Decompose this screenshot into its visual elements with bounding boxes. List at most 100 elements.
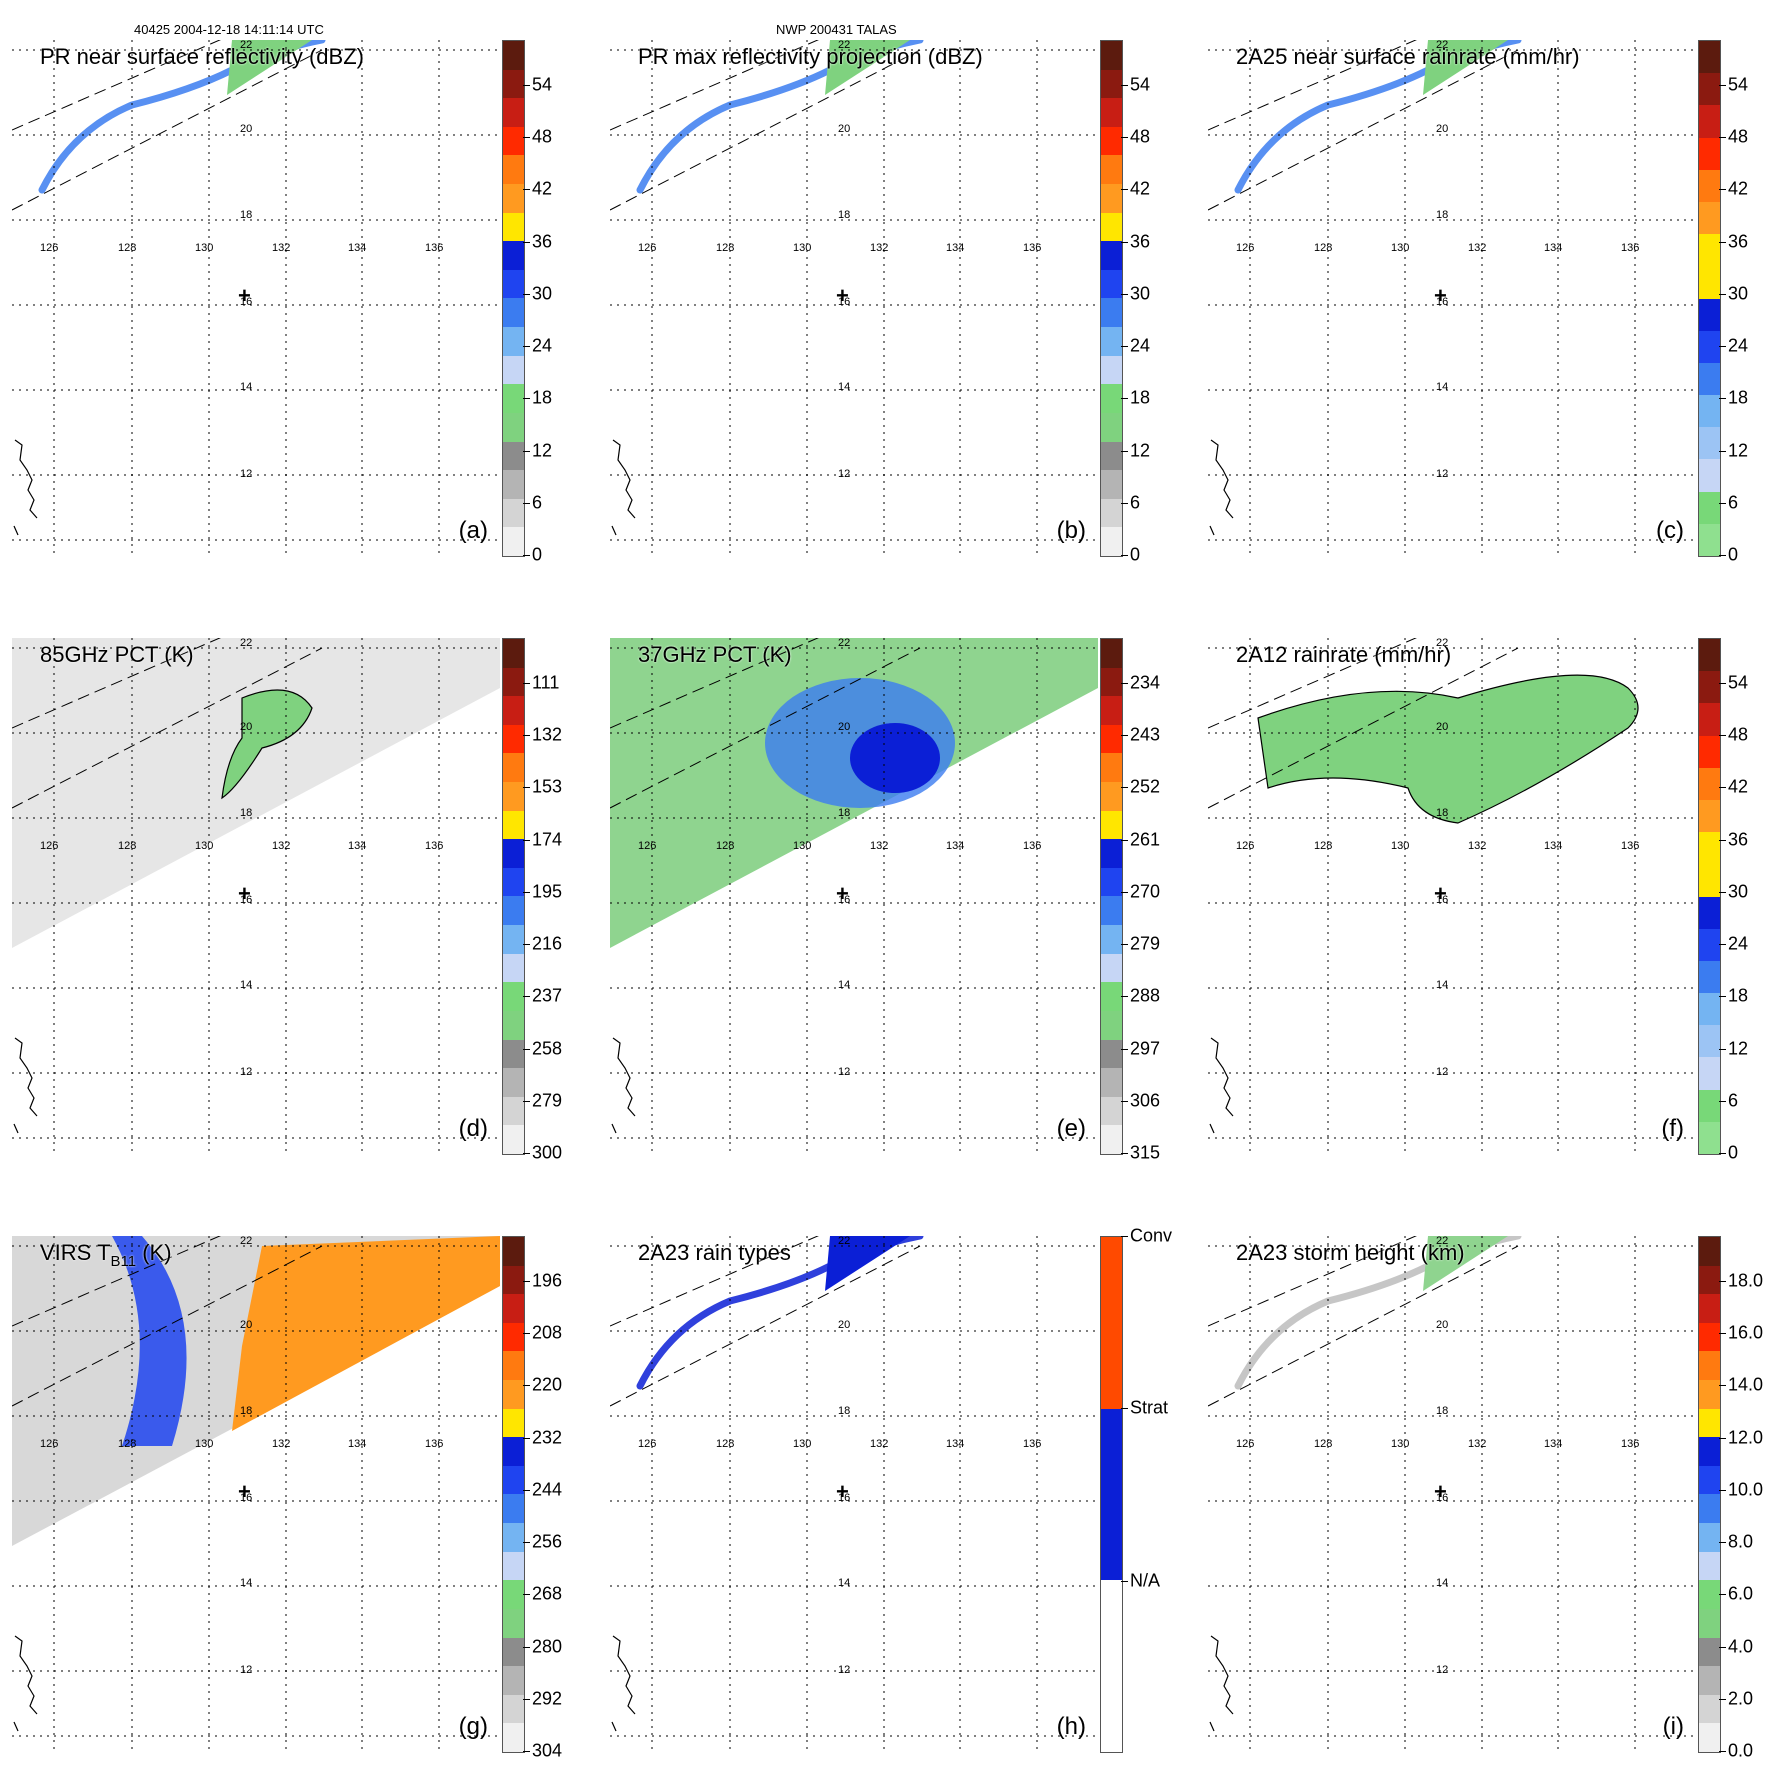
longitude-label: 132	[1468, 1438, 1487, 1450]
map-canvas	[610, 638, 1098, 1153]
latitude-label: 12	[838, 468, 851, 480]
colorbar-tick-mark	[1719, 293, 1726, 295]
colorbar-tick-mark	[1121, 398, 1128, 400]
colorbar-tick-mark	[1719, 1594, 1726, 1596]
colorbar-segment	[1699, 1494, 1720, 1524]
colorbar-tick-label: 280	[532, 1636, 563, 1657]
colorbar-tick-label: 220	[532, 1374, 563, 1395]
colorbar-tick-label: 261	[1130, 829, 1161, 850]
latitude-label: 18	[838, 807, 851, 819]
colorbar-segment	[1699, 896, 1720, 929]
colorbar-tick-mark	[523, 944, 530, 946]
colorbar-tick-label: 18	[1130, 387, 1151, 408]
colorbar-tick-label: 297	[1130, 1038, 1161, 1059]
storm-center-marker: +	[836, 881, 849, 906]
coastline	[611, 1635, 636, 1732]
colorbar-tick-mark	[1719, 1698, 1726, 1700]
map-area: 126 128 130 132 134 136 22 20 18 16 14 12 +2A23 rain…	[610, 1236, 1098, 1751]
swath-edge-line	[610, 647, 921, 809]
colorbar-segment	[503, 498, 524, 528]
colorbar-tick-label: 0	[532, 544, 543, 565]
longitude-label: 132	[272, 242, 291, 254]
colorbar-segment	[1699, 1351, 1720, 1381]
colorbar	[1698, 1236, 1721, 1753]
longitude-label: 132	[272, 840, 291, 852]
latitude-label: 18	[838, 209, 851, 221]
colorbar-segment	[503, 355, 524, 385]
latitude-label: 14	[838, 979, 851, 991]
colorbar-tick-mark	[1719, 346, 1726, 348]
colorbar-segment	[503, 696, 524, 725]
colorbar-tick-label: 0	[1728, 1142, 1739, 1163]
colorbar-tick-label: 6	[532, 492, 543, 513]
colorbar-segment	[1101, 896, 1122, 926]
longitude-label: 134	[946, 1438, 965, 1450]
panel-title: 85GHz PCT (K)	[40, 642, 194, 667]
longitude-label: 134	[946, 242, 965, 254]
longitude-label: 128	[1314, 242, 1333, 254]
panel-title: 2A23 storm height (km)	[1236, 1240, 1465, 1265]
colorbar-segment	[1101, 782, 1122, 811]
colorbar-segment	[1699, 1237, 1720, 1266]
colorbar-tick-label: 54	[1728, 74, 1749, 95]
colorbar-tick-label: 300	[532, 1142, 563, 1163]
colorbar-tick-mark	[1719, 944, 1726, 946]
longitude-label: 132	[272, 1438, 291, 1450]
colorbar-segment	[503, 810, 524, 840]
panel-title-main: VIRS T	[40, 1240, 111, 1265]
colorbar-segment	[503, 1039, 524, 1069]
map-area: 126 128 130 132 134 136 22 20 18 16 14 12 + VIRS TB11…	[12, 1236, 500, 1751]
longitude-label: 136	[425, 1438, 444, 1450]
longitude-label: 134	[1544, 242, 1563, 254]
longitude-label: 128	[1314, 840, 1333, 852]
latitude-label: 12	[240, 1066, 253, 1078]
colorbar	[1698, 638, 1721, 1155]
colorbar-segment	[503, 1351, 524, 1381]
panel-label: (e)	[1056, 1115, 1086, 1142]
colorbar-segment	[503, 212, 524, 242]
latitude-label: 22	[240, 1236, 253, 1247]
rain-region	[1257, 674, 1639, 824]
colorbar-segment	[503, 1465, 524, 1495]
storm-center-marker: +	[836, 283, 849, 308]
latitude-label: 14	[1436, 1577, 1449, 1589]
storm-center-marker: +	[1434, 1479, 1447, 1504]
colorbar-tick-label: 36	[1130, 231, 1151, 252]
colorbar-tick-label: 288	[1130, 985, 1161, 1006]
colorbar-tick-mark	[1121, 1153, 1128, 1154]
panel-title: 2A23 rain types	[638, 1240, 791, 1265]
map-canvas	[1208, 40, 1696, 555]
colorbar-segment	[1101, 810, 1122, 840]
colorbar-segment	[1101, 98, 1122, 127]
warm-region	[232, 1236, 500, 1431]
colorbar-segment	[1101, 724, 1122, 754]
colorbar-segment	[503, 724, 524, 754]
latitude-label: 22	[1436, 40, 1449, 51]
panel-d: 126 128 130 132 134 136 22 20 18 16 14 12 +85GHz PCT…	[0, 598, 595, 1163]
colorbar-segment	[1699, 1121, 1720, 1154]
panel-label: (g)	[458, 1713, 488, 1740]
map-canvas	[1208, 1236, 1696, 1751]
colorbar-tick-mark	[1121, 293, 1128, 295]
colorbar-segment	[503, 155, 524, 185]
header-orbit-info: 40425 2004-12-18 14:11:14 UTC	[134, 22, 324, 37]
colorbar-segment	[503, 241, 524, 270]
colorbar-tick-label: 24	[1728, 933, 1749, 954]
latitude-label: 12	[1436, 1066, 1449, 1078]
colorbar-tick-label: 232	[532, 1427, 563, 1448]
colorbar-segment	[1101, 69, 1122, 99]
panel-title: PR max reflectivity projection (dBZ)	[638, 44, 983, 69]
panel-label: (b)	[1056, 517, 1086, 544]
latitude-label: 14	[1436, 979, 1449, 991]
colorbar-tick-mark	[1121, 450, 1128, 452]
colorbar-segment	[1699, 234, 1720, 267]
colorbar-tick-mark	[1121, 137, 1128, 139]
colorbar-tick-mark	[523, 450, 530, 452]
colorbar-segment	[1699, 1025, 1720, 1058]
colorbar-tick-label: 244	[532, 1479, 563, 1500]
colorbar-tick-label: 268	[532, 1583, 563, 1604]
longitude-label: 136	[425, 840, 444, 852]
colorbar-ticks: 54 48 42 36 30 24 18 12 6 0	[1121, 40, 1190, 565]
colorbar-segment	[1699, 1465, 1720, 1495]
colorbar-tick-label: 6.0	[1728, 1583, 1754, 1604]
